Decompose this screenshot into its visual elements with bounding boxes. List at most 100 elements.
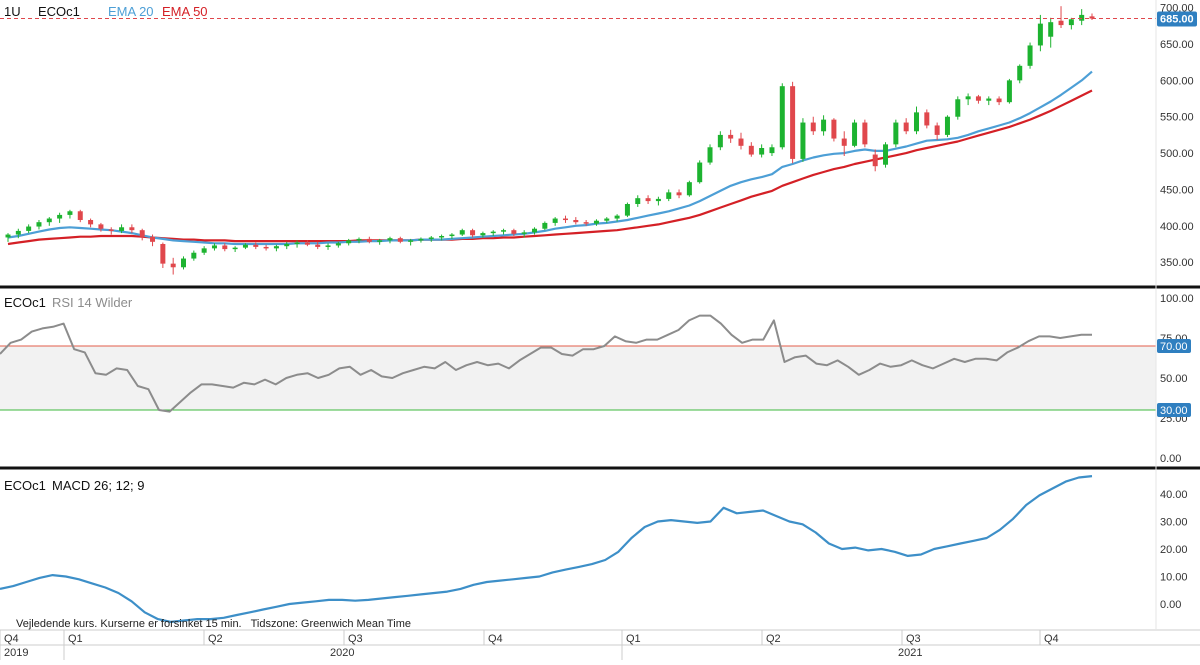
- candle: [242, 243, 248, 250]
- candle: [346, 238, 352, 246]
- price-panel[interactable]: 350.00 400.00 450.00 500.00 550.00 600.00 650.…: [0, 3, 1197, 275]
- candle-body: [129, 227, 135, 231]
- time-axis[interactable]: Q4 Q1 Q2 Q3 Q4 Q1 Q2 Q3 Q4 2019 2020 2021: [0, 629, 1200, 660]
- candle-body: [222, 245, 228, 250]
- ema20-legend[interactable]: EMA 20: [108, 4, 154, 19]
- candle-body: [573, 220, 579, 223]
- candle: [841, 131, 847, 156]
- year-label: 2021: [898, 647, 922, 659]
- candle: [418, 237, 424, 243]
- candle: [1037, 14, 1043, 52]
- candle-body: [666, 192, 672, 199]
- rsi-band-fill: [0, 346, 1156, 410]
- macd-symbol-label[interactable]: ECOc1: [4, 478, 46, 493]
- candle-body: [975, 96, 981, 101]
- candle: [428, 236, 434, 242]
- candle-body: [676, 192, 682, 196]
- candle: [15, 228, 21, 239]
- candle-body: [810, 122, 816, 132]
- candle: [408, 238, 414, 246]
- candle-body: [624, 204, 630, 216]
- year-label: 2019: [4, 647, 28, 659]
- candle: [852, 119, 858, 148]
- candle-body: [181, 258, 187, 268]
- candle-body: [800, 122, 806, 159]
- candle: [624, 202, 630, 218]
- candle-body: [965, 96, 971, 100]
- candle: [387, 236, 393, 244]
- candle: [335, 241, 341, 248]
- candle-body: [821, 119, 827, 132]
- candle-body: [532, 228, 538, 233]
- candle: [996, 96, 1002, 106]
- candle-body: [263, 246, 269, 249]
- candle: [738, 132, 744, 150]
- candle-body: [1048, 22, 1054, 37]
- rsi-title[interactable]: RSI 14 Wilder: [52, 295, 133, 310]
- candle-body: [955, 99, 961, 117]
- ema20-line-group: [7, 70, 1093, 246]
- candle: [521, 230, 527, 238]
- candle: [717, 131, 723, 151]
- candle-body: [501, 230, 507, 232]
- candle: [655, 196, 661, 206]
- candle-body: [294, 242, 300, 245]
- candle: [542, 221, 548, 231]
- candle: [707, 144, 713, 165]
- candle: [1058, 6, 1064, 28]
- candle-body: [397, 238, 403, 242]
- candle-body: [366, 238, 372, 242]
- rsi-symbol-label[interactable]: ECOc1: [4, 295, 46, 310]
- candle: [294, 240, 300, 248]
- candle-body: [408, 240, 414, 242]
- candle-body: [377, 240, 383, 242]
- candle-body: [903, 122, 909, 132]
- candle: [635, 195, 641, 207]
- quarter-label: Q4: [1044, 633, 1059, 645]
- macd-line: [0, 475, 1093, 623]
- candle-body: [769, 147, 775, 154]
- candle: [88, 218, 94, 228]
- candle-body: [356, 238, 362, 241]
- candle-body: [46, 218, 52, 223]
- macd-title[interactable]: MACD 26; 12; 9: [52, 478, 145, 493]
- macd-tick-label: 0.00: [1160, 599, 1181, 611]
- symbol-label[interactable]: ECOc1: [38, 4, 80, 19]
- candle: [139, 228, 145, 241]
- candle-body: [150, 236, 156, 242]
- candle: [924, 109, 930, 129]
- price-tick-label: 400.00: [1160, 221, 1194, 233]
- candle-body: [139, 230, 145, 237]
- candle: [490, 230, 496, 236]
- candle: [728, 129, 734, 143]
- price-tick-label: 450.00: [1160, 184, 1194, 196]
- candle: [232, 246, 238, 252]
- candle: [77, 209, 83, 223]
- macd-panel[interactable]: 0.00 10.00 20.00 30.00 40.00 ECOc1 MACD 26; …: [0, 475, 1188, 630]
- candle-body: [862, 122, 868, 145]
- rsi-upper-label: 70.00: [1160, 341, 1188, 353]
- candle: [552, 217, 558, 226]
- candle-body: [686, 182, 692, 196]
- quarter-label: Q4: [4, 633, 19, 645]
- ema50-legend[interactable]: EMA 50: [162, 4, 208, 19]
- candle: [304, 240, 310, 247]
- rsi-tick-label: 0.00: [1160, 453, 1181, 465]
- candle-body: [304, 242, 310, 245]
- candle-body: [242, 244, 248, 248]
- price-tick-label: 350.00: [1160, 257, 1194, 269]
- interval-label[interactable]: 1U: [4, 4, 21, 19]
- candle: [26, 224, 32, 234]
- quarter-label: Q3: [348, 633, 363, 645]
- ema50-line-group: [7, 89, 1093, 246]
- macd-tick-label: 40.00: [1160, 489, 1188, 501]
- candle-body: [1079, 14, 1085, 21]
- candle-body: [470, 230, 476, 236]
- candle-body: [779, 86, 785, 148]
- candle: [201, 246, 207, 255]
- candle-body: [449, 234, 455, 237]
- macd-tick-label: 30.00: [1160, 517, 1188, 529]
- candle: [501, 228, 507, 235]
